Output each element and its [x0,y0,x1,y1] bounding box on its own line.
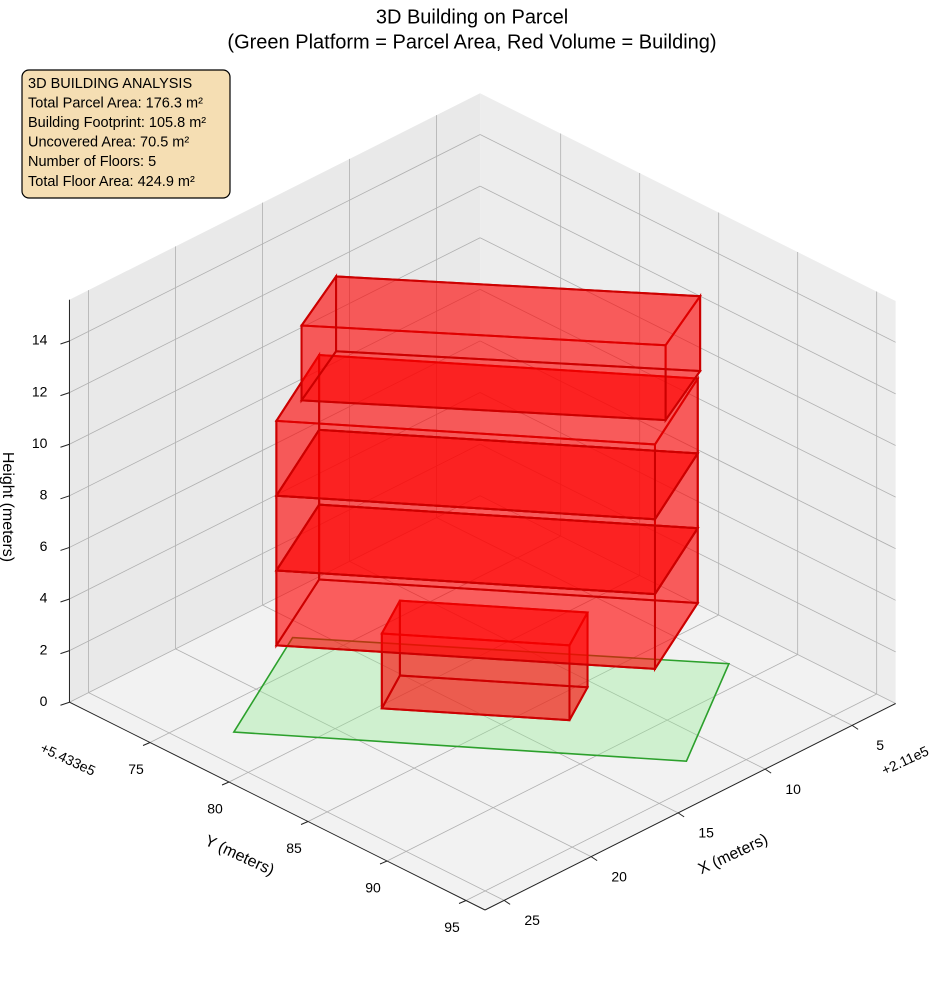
info-line: Total Parcel Area: 176.3 m² [28,95,203,111]
grid-line [349,560,766,770]
info-line: 3D BUILDING ANALYSIS [28,76,192,92]
grid-line [69,185,481,393]
x-tick-label: 25 [524,912,540,928]
info-line: Total Floor Area: 424.9 m² [28,174,195,190]
grid-line [228,575,640,783]
grid-line [69,392,481,600]
grid-line [479,237,896,446]
y-tick-label: 80 [207,801,223,817]
z-tick-label: 8 [40,487,48,503]
info-box: 3D BUILDING ANALYSIS Total Parcel Area: 1… [21,69,231,199]
z-tick [60,443,70,448]
y-tick [300,821,309,825]
grid-line [479,340,896,550]
x-tick [590,856,598,862]
grid-line [479,134,896,343]
floor [299,273,702,424]
grid-line [69,134,481,342]
y-tick [142,742,151,746]
grid-line [69,495,481,703]
right-pane [480,93,896,704]
y-tick [379,860,388,865]
grid-line [69,288,481,497]
left-pane [69,93,481,703]
x-tick-label: 5 [876,737,884,753]
x-tick-label: 20 [611,868,627,884]
x-tick [503,899,511,905]
z-tick-label: 10 [32,435,48,451]
grid-line [386,654,798,862]
grid-line [88,692,505,901]
x-tick [677,812,685,818]
y-tick-label: 85 [286,840,302,856]
floor [274,501,700,673]
info-box-frame [21,69,231,199]
x-tick-label: 15 [698,825,714,841]
info-line: Uncovered Area: 70.5 m² [28,135,189,151]
x-axis-line [484,703,896,911]
x-offset-label: +2.11e5 [879,742,931,778]
x-tick [851,724,859,730]
y-axis-label: Y (meters) [202,832,277,879]
chart-subtitle: (Green Platform = Parcel Area, Red Volum… [227,31,716,53]
z-tick [60,650,70,655]
y-tick [458,900,467,904]
y-offset-label: +5.433e5 [38,739,98,778]
chart-title: 3D Building on Parcel [376,6,568,28]
z-tick [60,495,70,500]
grid-line [69,443,481,651]
y-tick-label: 75 [128,761,144,777]
grid-line [69,237,481,445]
info-line: Building Footprint: 105.8 m² [28,115,206,131]
z-tick-label: 4 [40,590,48,606]
info-line: Number of Floors: 5 [28,154,156,170]
parcel-platform [232,636,731,763]
grid-line [436,517,853,726]
z-tick-label: 12 [32,383,48,399]
grid-line [479,495,896,704]
grid-line [479,392,896,601]
y-tick-label: 95 [444,919,460,935]
x-tick-label: 10 [785,781,801,797]
z-tick-label: 0 [40,693,48,709]
z-tick [60,701,70,706]
floor-face [300,273,338,404]
grid-line [149,535,561,743]
z-tick-label: 6 [40,538,48,554]
y-tick-label: 90 [365,880,381,896]
z-tick-label: 2 [40,641,48,657]
scene [232,273,731,763]
z-tick [60,598,70,603]
grid-line [479,185,896,395]
y-axis-line [69,701,486,911]
grid-line [465,693,877,901]
y-tick [221,781,230,786]
x-tick [764,768,772,774]
z-tick [60,392,70,397]
z-tick [60,340,70,345]
floor-face [380,600,401,709]
grid-line [69,340,481,548]
grid-line [479,443,896,653]
grid-line [175,648,592,857]
floor [274,351,700,523]
z-axis-label: Height (meters) [0,452,16,562]
z-tick-label: 14 [32,332,48,348]
grid-line [307,614,719,822]
z-tick [60,546,70,551]
